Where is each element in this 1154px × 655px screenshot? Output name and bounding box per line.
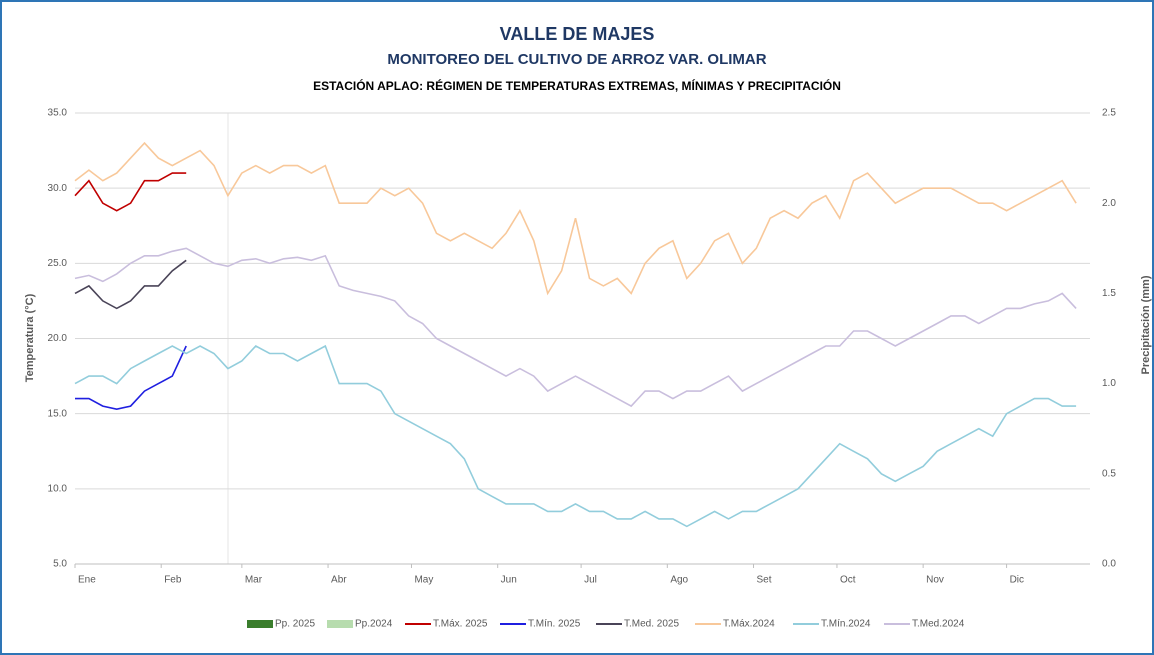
y2-axis-title: Precipitación (mm) (1140, 275, 1152, 374)
y-tick-label: 5.0 (53, 559, 67, 570)
y2-tick-label: 2.5 (1102, 108, 1116, 119)
y-tick-label: 35.0 (48, 108, 68, 119)
x-tick-label: Ago (670, 575, 688, 586)
x-tick-label: Jul (584, 575, 597, 586)
legend-label: Pp.2024 (355, 619, 393, 630)
x-tick-label: Dic (1010, 575, 1024, 586)
y-tick-label: 15.0 (48, 408, 68, 419)
y-tick-label: 30.0 (48, 183, 68, 194)
chart-subtitle: MONITOREO DEL CULTIVO DE ARROZ VAR. OLIM… (387, 51, 766, 68)
x-tick-label: Jun (501, 575, 517, 586)
legend-label: Pp. 2025 (275, 619, 315, 630)
chart-caption: ESTACIÓN APLAO: RÉGIMEN DE TEMPERATURAS … (313, 78, 841, 93)
legend-label: T.Mín. 2025 (528, 619, 581, 630)
x-tick-label: Feb (164, 575, 182, 586)
series-line (74, 141, 1077, 296)
series-line (74, 344, 1077, 528)
x-tick-label: Mar (245, 575, 263, 586)
legend-label: T.Máx.2024 (723, 619, 775, 630)
legend-swatch (327, 620, 353, 628)
y2-tick-label: 1.0 (1102, 378, 1116, 389)
y2-tick-label: 0.5 (1102, 468, 1116, 479)
legend-label: T.Med. 2025 (624, 619, 679, 630)
x-tick-label: Oct (840, 575, 856, 586)
y2-tick-label: 2.0 (1102, 198, 1116, 209)
y2-tick-label: 1.5 (1102, 288, 1116, 299)
legend-label: T.Máx. 2025 (433, 619, 488, 630)
x-tick-label: May (414, 575, 433, 586)
legend-label: T.Mín.2024 (821, 619, 871, 630)
y-axis-title: Temperatura (°C) (24, 293, 36, 382)
y-tick-label: 20.0 (48, 333, 68, 344)
series-line (75, 345, 187, 411)
chart-title: VALLE DE MAJES (500, 24, 655, 44)
series-line (74, 247, 1077, 408)
legend-swatch (247, 620, 273, 628)
x-tick-label: Set (757, 575, 772, 586)
legend-label: T.Med.2024 (912, 619, 965, 630)
y-tick-label: 10.0 (48, 483, 68, 494)
y-tick-label: 25.0 (48, 258, 68, 269)
x-tick-label: Nov (926, 575, 944, 586)
y2-tick-label: 0.0 (1102, 559, 1116, 570)
series-line (74, 259, 187, 310)
x-tick-label: Abr (331, 575, 347, 586)
series-line (74, 172, 187, 212)
x-tick-label: Ene (78, 575, 96, 586)
